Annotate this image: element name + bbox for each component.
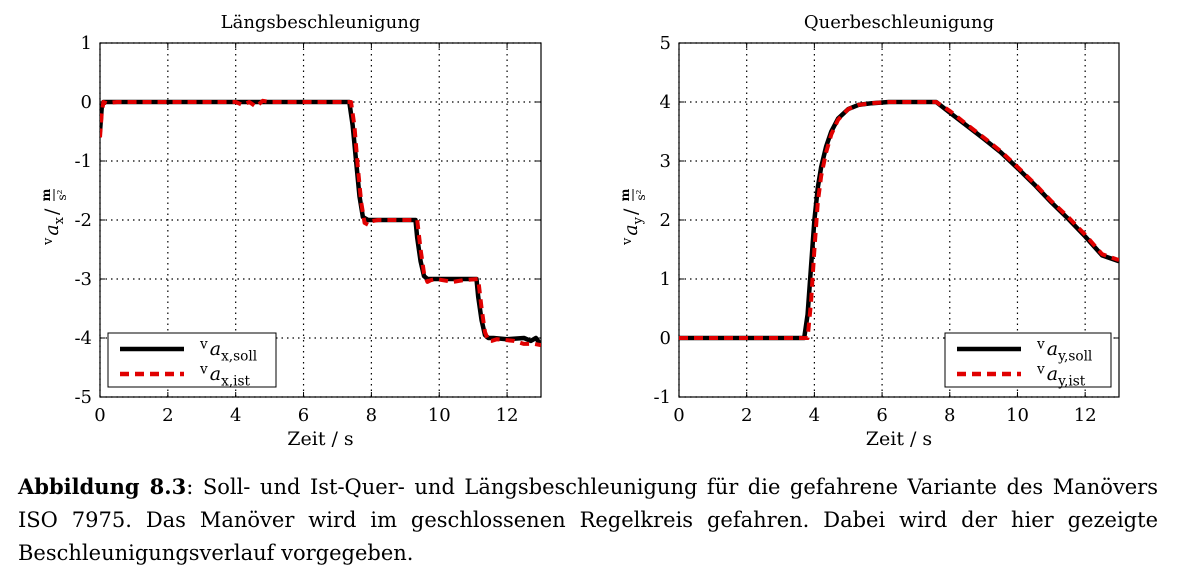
y-tick-label: 2 [660,210,671,231]
series-line-soll [100,99,541,345]
legend-box [944,332,1112,388]
y-tick-label: 4 [660,92,671,113]
svg-text:vax/: vax/ [41,208,67,246]
series-line-ist [679,100,1119,340]
svg-text:m: m [618,188,632,201]
series-line-ist [100,98,541,348]
x-tick-label: 0 [673,405,684,426]
chart-1: Längsbeschleunigung 0 2 4 6 8 10 12 -5 -4 -3 -2 -1 0 1… [39,12,542,450]
y-tick-label: 0 [660,328,671,349]
y-axis-label: vax/m s² [39,188,69,246]
x-tick-label: 12 [1074,405,1097,426]
y-tick-label: 3 [660,151,671,172]
chart-title: Längsbeschleunigung [221,12,421,33]
x-tick-label: 6 [876,405,887,426]
legend-box [107,332,277,388]
caption-label: Abbildung 8.3 [18,474,187,499]
caption-text: : Soll- und Ist-Quer- und Längsbeschleun… [18,475,1158,565]
x-tick-label: 0 [94,405,105,426]
x-tick-label: 4 [230,405,241,426]
x-tick-label: 4 [809,405,820,426]
x-tick-label: 12 [496,405,519,426]
legend-entry-label: v ax,soll [199,336,257,364]
plot-frame [678,42,1120,398]
x-tick-label: 8 [944,405,955,426]
x-tick-label: 2 [162,405,173,426]
y-tick-label: 5 [660,33,671,54]
y-tick-label: 0 [81,92,92,113]
svg-text:vay/: vay/ [620,208,646,246]
x-axis-label: Zeit / s [287,428,353,450]
y-tick-label: -5 [74,387,92,408]
figure: Längsbeschleunigung 0 2 4 6 8 10 12 -5 -4 -3 -2 -1 0 1… [39,12,1120,450]
y-tick-label: -4 [74,328,92,349]
x-axis-label: Zeit / s [866,428,932,450]
y-tick-label: -1 [653,387,671,408]
x-tick-label: 10 [428,405,451,426]
y-tick-label: 1 [81,33,92,54]
x-tick-label: 10 [1006,405,1029,426]
legend-entry-label: v ay,ist [1036,361,1086,389]
y-tick-label: -1 [74,151,92,172]
x-tick-label: 2 [741,405,752,426]
y-tick-label: -3 [74,269,92,290]
svg-text:s²: s² [55,189,69,200]
y-axis-label: vay/m s² [618,188,648,246]
y-tick-label: -2 [74,210,92,231]
figure-caption: Abbildung 8.3: Soll- und Ist-Quer- und L… [18,470,1158,570]
legend-entry-label: v ax,ist [199,361,251,389]
x-tick-label: 6 [298,405,309,426]
x-tick-label: 8 [366,405,377,426]
plot-frame [99,42,542,398]
y-tick-label: 1 [660,269,671,290]
svg-text:s²: s² [634,189,648,200]
legend-entry-label: v ay,soll [1036,336,1092,364]
chart-title: Querbeschleunigung [804,12,994,33]
svg-text:m: m [39,188,53,201]
